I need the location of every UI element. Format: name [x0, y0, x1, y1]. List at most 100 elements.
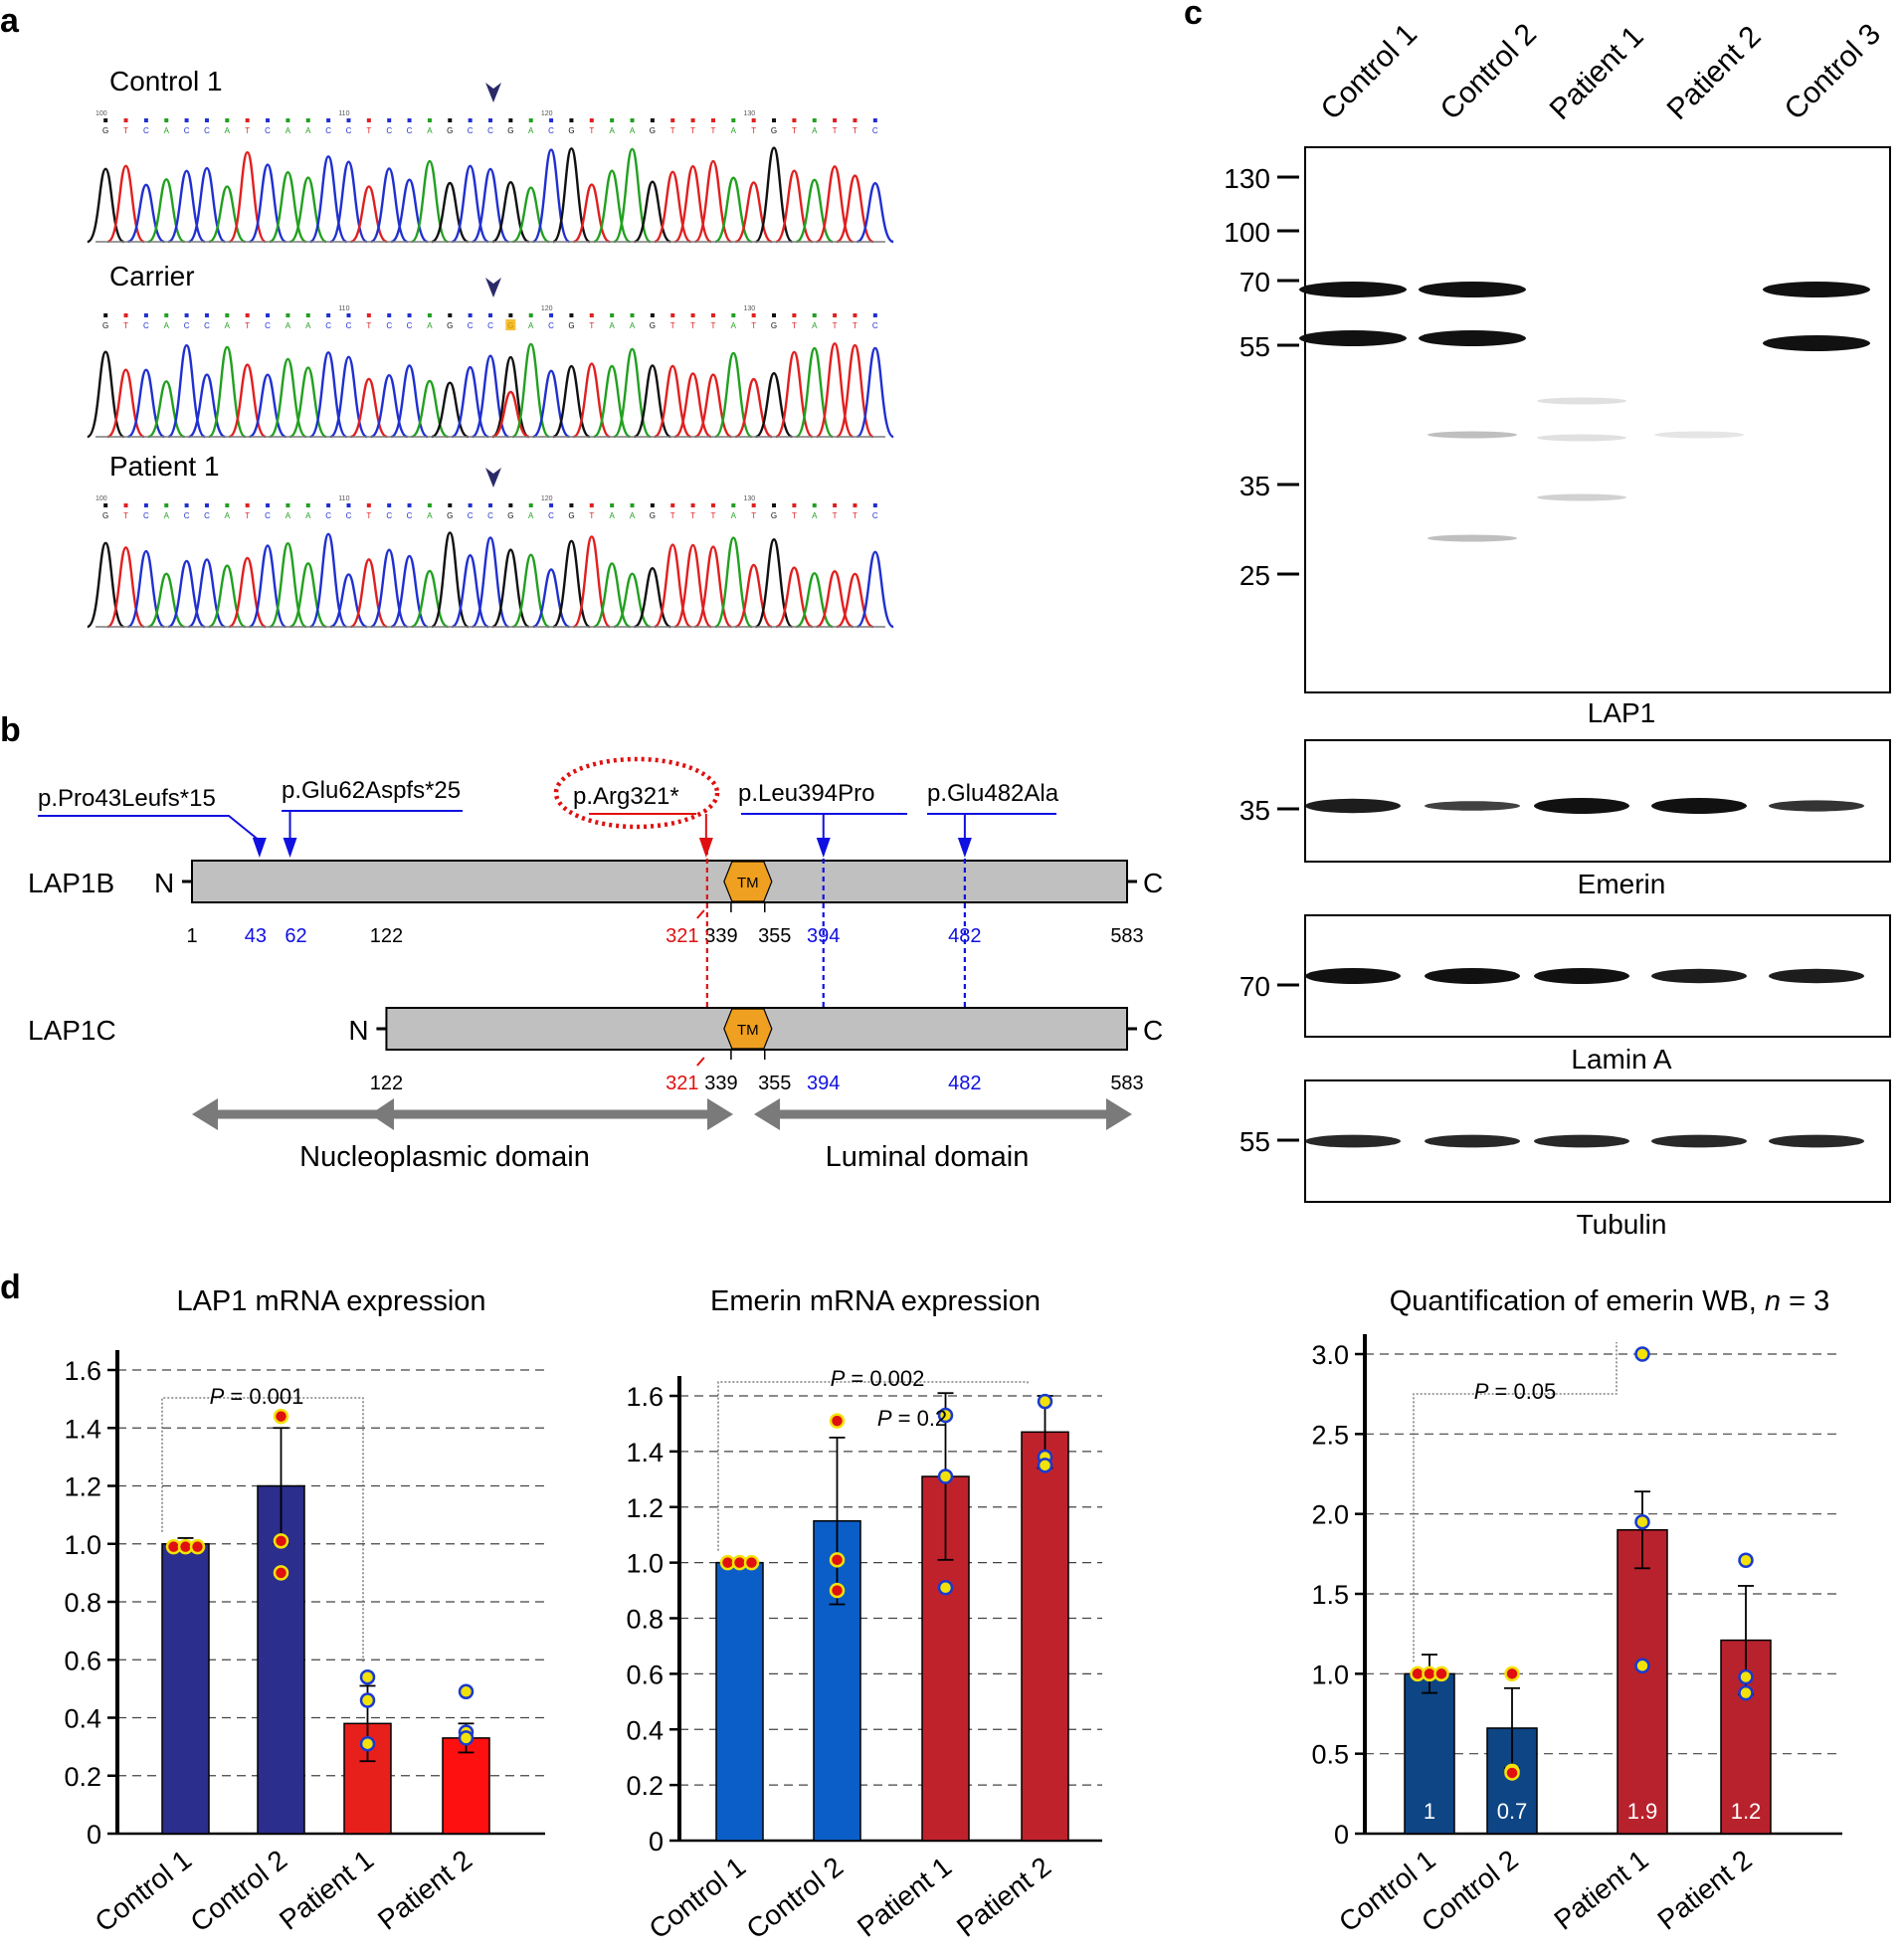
significance-bracket — [161, 1397, 364, 1663]
blot-tubulin: 55 Tubulin — [1239, 1079, 1891, 1240]
y-tick-label: 0.4 — [626, 1715, 664, 1745]
svg-text:T: T — [690, 511, 695, 520]
svg-text:T: T — [670, 511, 675, 520]
bar-chart-2: Emerin mRNA expression 0 0.2 0.4 0.6 0.8 1.0 1.… — [626, 1285, 1102, 1945]
bar-value-label: 0.7 — [1497, 1799, 1528, 1824]
data-point — [1634, 1658, 1650, 1674]
svg-text:A: A — [225, 511, 231, 520]
svg-text:C: C — [487, 511, 493, 520]
svg-text:C: C — [346, 511, 352, 520]
y-tick-label: 2.5 — [1311, 1420, 1349, 1450]
blot-lap1: 130 100 70 55 35 25 LAP1 — [1224, 146, 1891, 728]
svg-text:C: C — [204, 511, 210, 520]
residue-number: 583 — [1110, 1073, 1143, 1094]
position-number: 100 — [95, 495, 107, 502]
svg-text:T: T — [589, 126, 594, 135]
svg-text:G: G — [507, 126, 513, 135]
blot-label: LAP1 — [1588, 697, 1656, 728]
position-number: 110 — [338, 495, 349, 502]
svg-text:T: T — [751, 126, 756, 135]
svg-text:G: G — [771, 511, 777, 520]
chart-title: LAP1 mRNA expression — [176, 1285, 485, 1317]
position-number: 130 — [743, 495, 755, 502]
svg-text:A: A — [731, 511, 737, 520]
y-tick-label: 0 — [1334, 1820, 1349, 1850]
p-value-label: P = 0.002 — [831, 1366, 925, 1391]
y-tick-label: 1.0 — [1311, 1660, 1349, 1689]
y-tick-label: 2.0 — [1311, 1500, 1349, 1530]
isoform-lap1b: LAP1B N C TM 1 43 62 122 321 339 355 394 482 583 — [28, 860, 1163, 947]
bar-charts-panel: LAP1 mRNA expression00.20.40.60.81.01.21… — [64, 1285, 1842, 1945]
bar-value-label: 1.9 — [1627, 1799, 1658, 1824]
data-point — [359, 1735, 376, 1752]
trace-label: Carrier — [109, 261, 195, 292]
svg-text:A: A — [286, 511, 291, 520]
panel-label-a: a — [0, 2, 20, 40]
mutation-label: p.Leu394Pro — [738, 780, 874, 807]
svg-text:T: T — [690, 321, 695, 330]
svg-text:T: T — [711, 126, 716, 135]
lane-label: Patient 1 — [1544, 20, 1650, 126]
category-label: Control 2 — [185, 1844, 293, 1937]
svg-text:T: T — [245, 321, 250, 330]
data-point — [743, 1554, 760, 1571]
svg-text:C: C — [204, 321, 210, 330]
position-number: 130 — [743, 305, 755, 312]
svg-text:C: C — [872, 321, 878, 330]
chart-title: Emerin mRNA expression — [710, 1285, 1041, 1317]
data-point — [937, 1468, 954, 1484]
svg-text:C: C — [184, 511, 190, 520]
position-number: 100 — [95, 110, 107, 117]
bar — [1617, 1528, 1668, 1835]
svg-text:C: C — [548, 126, 554, 135]
bar — [161, 1543, 210, 1835]
y-tick-label: 0 — [87, 1820, 101, 1850]
tm-domain — [723, 1008, 773, 1050]
lane-label: Patient 2 — [1661, 20, 1768, 126]
svg-text:C: C — [386, 321, 392, 330]
residue-number: 355 — [758, 1073, 791, 1094]
n-terminus: N — [154, 868, 174, 898]
arrowhead-icon — [957, 838, 972, 858]
isoform-name: LAP1C — [28, 1015, 116, 1046]
svg-text:C: C — [407, 321, 413, 330]
mw-marker: 70 — [1239, 971, 1270, 1002]
mw-marker: 100 — [1224, 217, 1270, 248]
svg-text:G: G — [650, 511, 656, 520]
svg-text:C: C — [346, 321, 352, 330]
svg-text:T: T — [833, 126, 838, 135]
y-tick-label: 0.8 — [626, 1605, 664, 1635]
svg-text:T: T — [833, 321, 838, 330]
svg-text:G: G — [447, 511, 453, 520]
mutation-label: p.Arg321* — [573, 783, 679, 810]
svg-text:C: C — [325, 126, 331, 135]
svg-text:C: C — [184, 321, 190, 330]
mutation-annotation: p.Pro43Leufs*15 — [38, 785, 267, 858]
protein-bar — [191, 860, 1128, 903]
y-tick-label: 0.2 — [626, 1771, 664, 1801]
svg-text:G: G — [102, 511, 108, 520]
tm-domain — [723, 861, 773, 902]
svg-text:A: A — [609, 126, 615, 135]
y-tick-label: 0.2 — [64, 1762, 101, 1792]
mw-marker: 25 — [1239, 560, 1270, 591]
blot-label: Emerin — [1578, 869, 1666, 899]
p-value-label: P = 0.001 — [210, 1384, 304, 1409]
svg-text:A: A — [528, 126, 534, 135]
bar-group: Patient 1 — [852, 1392, 970, 1943]
svg-text:T: T — [589, 321, 594, 330]
svg-text:G: G — [102, 321, 108, 330]
data-point — [829, 1582, 846, 1599]
data-point — [273, 1408, 289, 1425]
tm-label: TM — [737, 1022, 759, 1039]
mw-marker: 55 — [1239, 331, 1270, 362]
mutation-label: p.Glu482Ala — [927, 780, 1059, 807]
residue-number: 321 — [666, 1073, 698, 1094]
highlight-ellipse — [553, 756, 720, 830]
significance-bracket — [717, 1381, 1029, 1551]
svg-text:C: C — [872, 511, 878, 520]
y-tick-label: 1.0 — [626, 1549, 664, 1579]
